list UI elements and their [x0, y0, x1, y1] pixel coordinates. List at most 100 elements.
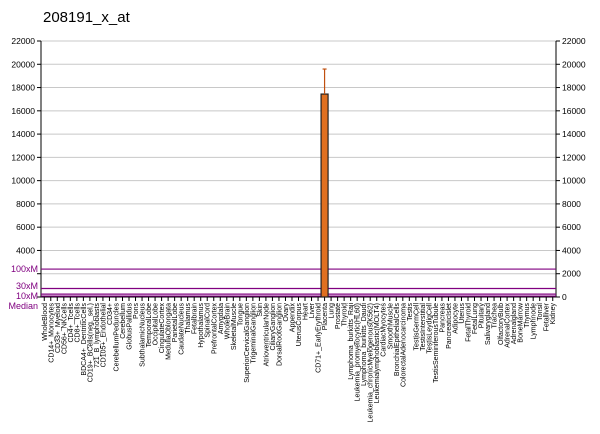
x-tick-label: Lymphoma_burkitts_Raji — [348, 303, 355, 380]
x-tick-label: CaudateNucleus — [179, 303, 186, 355]
y-tick-label-right: 6000 — [562, 222, 581, 232]
x-tick-label: CD19+_BCells(neg._sel.) — [87, 303, 94, 382]
x-tick-label: Trachea — [492, 303, 499, 329]
x-tick-label: SpinalCord — [205, 303, 212, 338]
x-tick-label: SkeletalMuscle — [231, 303, 238, 350]
x-tick-label: Fetalliver — [544, 302, 551, 331]
x-tick-label: Leukemia_chronicMyelogenous(K562) — [368, 303, 375, 422]
y-tick-label-left: 6000 — [16, 222, 35, 232]
x-tick-label: FetalLung — [472, 303, 479, 334]
x-tick-label: Kidney — [550, 303, 557, 325]
y-tick-label-left: 22000 — [11, 36, 35, 46]
x-tick-label: TestisSeminiferousTubule — [433, 303, 440, 383]
x-tick-label: Fetalbrain — [192, 303, 199, 334]
x-tick-label: WholeBrain — [224, 303, 231, 339]
x-tick-label: Tongue — [237, 303, 244, 326]
x-tick-label: Adipocyte — [452, 303, 459, 334]
x-tick-label: CingulateCortex — [159, 303, 166, 354]
x-tick-label: 721_B_lymphoblasts — [94, 303, 101, 368]
x-tick-label: Thyroid — [342, 303, 349, 326]
x-tick-label: CD33+_Myeloid — [55, 303, 62, 353]
x-tick-label: BronchialEpithelialCells — [394, 303, 401, 377]
y-tick-label-left: 16000 — [11, 106, 35, 116]
y-tick-label-left: 18000 — [11, 83, 35, 93]
x-tick-label: Pituitary — [479, 303, 486, 329]
x-tick-label: UterusCorpus — [296, 303, 303, 347]
x-tick-label: Hypothalamus — [198, 303, 205, 348]
y-tick-label-right: 2000 — [562, 269, 581, 279]
x-tick-label: BoneMarrow — [518, 302, 525, 343]
bar — [320, 93, 329, 298]
y-tick-label-right: 0 — [562, 292, 567, 302]
x-tick-label: PancreaticIslet — [446, 303, 453, 349]
x-tick-label: Adrenalgland — [511, 303, 518, 344]
x-tick-label: Prostate — [335, 303, 342, 329]
reference-label: 100xM — [11, 264, 38, 274]
y-tick-label-right: 10000 — [562, 176, 586, 186]
x-tick-label: Amygdala — [218, 303, 225, 334]
x-tick-label: PrefrontalCortex — [211, 303, 218, 354]
x-tick-label: Lymphoma_burkitts_Daudi — [361, 303, 368, 386]
x-tick-label: Lymphnode — [531, 303, 538, 339]
x-tick-label: Thalamus — [185, 303, 192, 334]
x-tick-label: SubthalamicNucleus — [140, 303, 147, 367]
x-tick-label: ColorectalAdenocarcinoma — [400, 303, 407, 387]
y-tick-label-left: 4000 — [16, 245, 35, 255]
y-tick-label-left: 8000 — [16, 199, 35, 209]
x-tick-label: GlobusPallidus — [127, 303, 134, 350]
x-tick-label: CD4+_Tcells — [68, 303, 75, 343]
x-tick-label: CD56+_NKCells — [61, 303, 68, 355]
x-tick-label: Thymus — [524, 303, 531, 328]
x-tick-label: TemporalLobe — [146, 303, 153, 347]
x-tick-label: SmoothMuscle — [387, 303, 394, 349]
x-tick-label: Testis — [407, 303, 414, 321]
x-tick-label: CD71+_EarlyErythroid — [316, 303, 323, 373]
x-tick-label: Cerebellum — [120, 303, 127, 339]
y-tick-label-left: 10000 — [11, 176, 35, 186]
x-tick-label: CardiacMyocytes — [381, 303, 388, 357]
x-tick-label: TestisGermCell — [413, 303, 420, 351]
x-tick-label: Lung — [329, 303, 336, 319]
y-tick-label-right: 22000 — [562, 36, 586, 46]
y-tick-label-right: 16000 — [562, 106, 586, 116]
x-tick-label: OccipitalLobe — [153, 303, 160, 346]
x-tick-label: MedullaOblongata — [166, 303, 173, 360]
x-tick-label: WholeBlood — [42, 303, 49, 341]
x-tick-label: Ovary — [283, 303, 290, 322]
x-tick-label: CD34+ — [107, 303, 114, 325]
y-tick-label-left: 12000 — [11, 152, 35, 162]
x-tick-label: Pancreas — [439, 303, 446, 333]
x-tick-label: Liver — [309, 302, 316, 318]
reference-label: Median — [8, 301, 38, 311]
y-tick-label-right: 4000 — [562, 245, 581, 255]
x-tick-label: Heart — [303, 303, 310, 320]
y-tick-label-left: 20000 — [11, 59, 35, 69]
x-tick-label: TestisInterstitial — [420, 303, 427, 351]
x-tick-label: TestisLeydigCell — [426, 303, 433, 354]
reference-label: 30xM — [16, 281, 38, 291]
x-tick-label: FetalThyroid — [465, 303, 472, 342]
x-tick-label: Leukemialymphoblastic(MOLT4) — [374, 303, 381, 403]
x-tick-label: SuperiorCervicalGanglion — [244, 303, 251, 383]
x-tick-label: OlfactoryBulb — [498, 303, 505, 345]
x-tick-label: CD8+_Tcells — [74, 303, 81, 343]
x-tick-label: Tonsil — [537, 303, 544, 321]
x-tick-label: CD14+_Monocytes — [48, 303, 55, 363]
x-tick-label: Uterus — [459, 303, 466, 324]
x-tick-label: AdrenalCortex — [505, 303, 512, 348]
y-tick-label-right: 12000 — [562, 152, 586, 162]
y-tick-label-right: 18000 — [562, 83, 586, 93]
y-tick-label-left: 14000 — [11, 129, 35, 139]
x-tick-label: TrigeminalGanglion — [250, 303, 257, 364]
x-tick-label: Appendix — [289, 303, 296, 333]
y-tick-label-right: 8000 — [562, 199, 581, 209]
x-tick-label: DorsalRootGanglion — [276, 303, 283, 366]
reference-label: 10xM — [16, 291, 38, 301]
x-tick-label: Salivarygland — [485, 303, 492, 345]
chart-title: 208191_x_at — [43, 9, 130, 26]
y-tick-label-right: 20000 — [562, 59, 586, 69]
x-tick-label: Placenta — [322, 303, 329, 330]
x-tick-label: CerebellumPeduncles — [113, 303, 120, 372]
x-tick-label: ParietalLobe — [172, 303, 179, 342]
